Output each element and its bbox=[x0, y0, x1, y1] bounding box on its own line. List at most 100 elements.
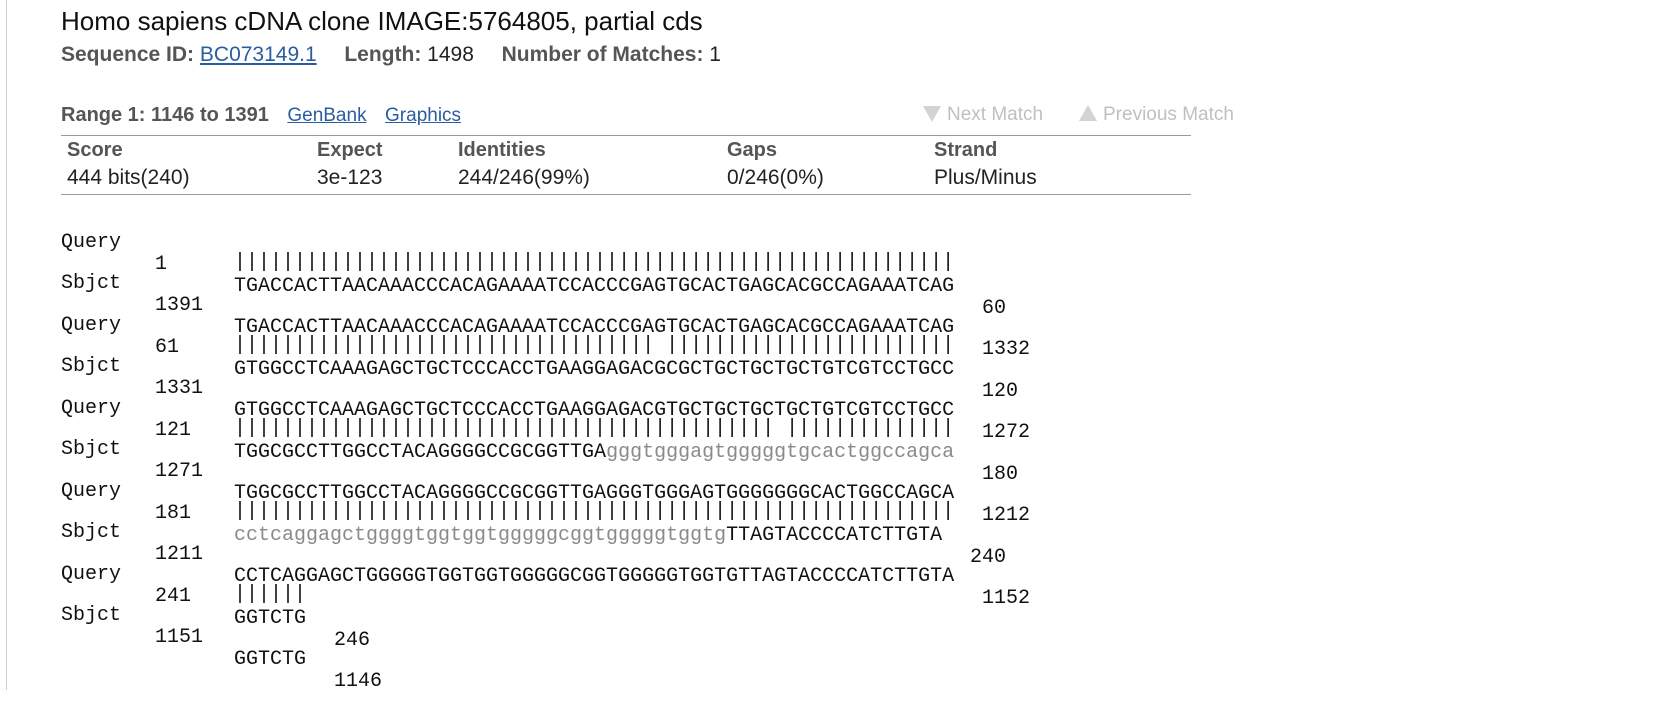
subject-end: 1212 bbox=[982, 504, 1031, 527]
num-matches-value: 1 bbox=[709, 43, 721, 66]
match-bars: ||||||||||||||||||||||||||||||||||||||||… bbox=[234, 500, 955, 523]
query-start: 181 bbox=[155, 502, 192, 525]
query-start: 121 bbox=[155, 419, 192, 442]
query-tag: Query bbox=[61, 563, 122, 586]
subject-start: 1151 bbox=[155, 626, 204, 649]
subject-start: 1211 bbox=[155, 543, 204, 566]
query-tag: Query bbox=[61, 231, 122, 254]
subject-line: Sbjct 1331 GTGGCCTCAAAGAGCTGCTCCCACCTGAA… bbox=[61, 334, 1030, 444]
query-end: 180 bbox=[982, 463, 1019, 486]
strand-value: Plus/Minus bbox=[934, 166, 1037, 189]
score-value: 444 bits(240) bbox=[67, 166, 190, 189]
genbank-link[interactable]: GenBank bbox=[287, 105, 367, 126]
query-seq-upper: GGTCTG bbox=[234, 607, 307, 630]
subject-start: 1391 bbox=[155, 294, 204, 317]
query-end: 60 bbox=[982, 297, 1007, 320]
match-line: ||||||||||||||||||||||||||||||||||||||||… bbox=[61, 230, 954, 274]
query-tag: Query bbox=[61, 397, 122, 420]
num-matches-label: Number of Matches: bbox=[501, 43, 704, 66]
query-start: 1 bbox=[155, 253, 168, 276]
subject-tag: Sbjct bbox=[61, 438, 122, 461]
sequence-info-line: Sequence ID: BC073149.1 Length: 1498 Num… bbox=[61, 43, 721, 67]
query-line: Query 61 GTGGCCTCAAAGAGCTGCTCCCACCTGAAGG… bbox=[61, 293, 1018, 403]
subject-tag: Sbjct bbox=[61, 355, 122, 378]
previous-match-button[interactable]: Previous Match bbox=[1079, 104, 1234, 126]
match-bars: |||||| bbox=[234, 583, 307, 606]
query-line: Query 121 TGGCGCCTTGGCCTACAGGGGCCGCGGTTG… bbox=[61, 376, 1018, 486]
query-start: 241 bbox=[155, 585, 192, 608]
score-label: Score bbox=[67, 139, 123, 161]
length-label: Length: bbox=[344, 43, 422, 66]
match-bars: ||||||||||||||||||||||||||||||||||||||||… bbox=[234, 251, 955, 274]
query-tag: Query bbox=[61, 480, 122, 503]
gaps-label: Gaps bbox=[727, 139, 778, 161]
query-seq: TGGCGCCTTGGCCTACAGGGGCCGCGGTTGAgggtgggag… bbox=[234, 442, 954, 464]
range-header: Range 1: 1146 to 1391 GenBank Graphics N… bbox=[61, 104, 1261, 130]
sequence-id-link[interactable]: BC073149.1 bbox=[199, 43, 317, 66]
stat-gaps: Gaps 0/246(0%) bbox=[727, 139, 824, 190]
query-seq-upper: TGACCACTTAACAAACCCACAGAAAATCCACCCGAGTGCA… bbox=[234, 275, 955, 298]
stat-score: Score 444 bits(240) bbox=[67, 139, 190, 190]
match-line: ||||||||||||||||||||||||||||||||||||||||… bbox=[61, 479, 954, 523]
identities-value: 244/246(99%) bbox=[458, 166, 590, 189]
range-label: Range 1: 1146 to 1391 bbox=[61, 104, 269, 126]
subject-line: Sbjct 1391 TGACCACTTAACAAACCCACAGAAAATCC… bbox=[61, 251, 1030, 361]
previous-match-label: Previous Match bbox=[1103, 104, 1234, 125]
subject-end: 1146 bbox=[334, 670, 383, 693]
query-seq-upper2: TTAGTACCCCATCTTGTA bbox=[726, 524, 943, 547]
result-title: Homo sapiens cDNA clone IMAGE:5764805, p… bbox=[61, 6, 703, 36]
expect-label: Expect bbox=[317, 139, 383, 161]
graphics-link[interactable]: Graphics bbox=[385, 105, 462, 126]
match-line: |||||| bbox=[61, 562, 306, 606]
query-line: Query 181 cctcaggagctggggtggtggtgggggcgg… bbox=[61, 459, 1006, 569]
query-end: 246 bbox=[334, 629, 371, 652]
left-border bbox=[6, 0, 7, 690]
subject-tag: Sbjct bbox=[61, 272, 122, 295]
match-line: ||||||||||||||||||||||||||||||||||| ||||… bbox=[61, 313, 954, 357]
triangle-up-icon bbox=[1079, 105, 1097, 121]
query-seq-masked: gggtgggagtgggggtgcactggccagca bbox=[606, 441, 955, 464]
query-line: Query 241 GGTCTG 246 bbox=[61, 542, 370, 652]
stat-expect: Expect 3e-123 bbox=[317, 139, 383, 190]
query-seq: GGTCTG bbox=[234, 608, 306, 630]
subject-seq: CCTCAGGAGCTGGGGGTGGTGGTGGGGGCGGTGGGGGTGG… bbox=[234, 565, 955, 588]
query-seq: TGACCACTTAACAAACCCACAGAAAATCCACCCGAGTGCA… bbox=[234, 276, 954, 298]
subject-start: 1271 bbox=[155, 460, 204, 483]
match-bars: ||||||||||||||||||||||||||||||||||||||||… bbox=[234, 417, 955, 440]
subject-start: 1331 bbox=[155, 377, 204, 400]
query-line: Query 1 TGACCACTTAACAAACCCACAGAAAATCCACC… bbox=[61, 210, 1006, 320]
query-end: 240 bbox=[970, 546, 1007, 569]
subject-end: 1152 bbox=[982, 587, 1031, 610]
subject-end: 1332 bbox=[982, 338, 1031, 361]
subject-seq: GGTCTG bbox=[234, 648, 307, 671]
subject-end: 1272 bbox=[982, 421, 1031, 444]
strand-label: Strand bbox=[934, 139, 998, 161]
next-match-label: Next Match bbox=[947, 104, 1044, 125]
next-match-button[interactable]: Next Match bbox=[923, 104, 1043, 126]
query-seq: GTGGCCTCAAAGAGCTGCTCCCACCTGAAGGAGACGCGCT… bbox=[234, 359, 954, 381]
subject-tag: Sbjct bbox=[61, 604, 122, 627]
subject-line: Sbjct 1211 CCTCAGGAGCTGGGGGTGGTGGTGGGGGC… bbox=[61, 500, 1030, 610]
gaps-value: 0/246(0%) bbox=[727, 166, 824, 189]
length-value: 1498 bbox=[427, 43, 474, 66]
stat-strand: Strand Plus/Minus bbox=[934, 139, 1037, 190]
query-seq: cctcaggagctggggtggtggtgggggcggtgggggtggt… bbox=[234, 525, 942, 547]
subject-tag: Sbjct bbox=[61, 521, 122, 544]
match-bars: ||||||||||||||||||||||||||||||||||| ||||… bbox=[234, 334, 955, 357]
query-seq-masked: cctcaggagctggggtggtggtgggggcggtgggggtggt… bbox=[234, 524, 727, 547]
query-tag: Query bbox=[61, 314, 122, 337]
match-line: ||||||||||||||||||||||||||||||||||||||||… bbox=[61, 396, 954, 440]
identities-label: Identities bbox=[458, 139, 546, 161]
expect-value: 3e-123 bbox=[317, 166, 383, 189]
stats-table: Score 444 bits(240) Expect 3e-123 Identi… bbox=[61, 135, 1191, 195]
query-end: 120 bbox=[982, 380, 1019, 403]
query-seq-upper: GTGGCCTCAAAGAGCTGCTCCCACCTGAAGGAGACGCGCT… bbox=[234, 358, 955, 381]
subject-seq: TGACCACTTAACAAACCCACAGAAAATCCACCCGAGTGCA… bbox=[234, 316, 955, 339]
subject-seq: TGGCGCCTTGGCCTACAGGGGCCGCGGTTGAGGGTGGGAG… bbox=[234, 482, 955, 505]
subject-seq: GTGGCCTCAAAGAGCTGCTCCCACCTGAAGGAGACGTGCT… bbox=[234, 399, 955, 422]
subject-line: Sbjct 1151 GGTCTG 1146 bbox=[61, 583, 382, 693]
sequence-id-label: Sequence ID: bbox=[61, 43, 195, 66]
query-seq-upper: TGGCGCCTTGGCCTACAGGGGCCGCGGTTGA bbox=[234, 441, 607, 464]
query-start: 61 bbox=[155, 336, 180, 359]
subject-line: Sbjct 1271 TGGCGCCTTGGCCTACAGGGGCCGCGGTT… bbox=[61, 417, 1030, 527]
